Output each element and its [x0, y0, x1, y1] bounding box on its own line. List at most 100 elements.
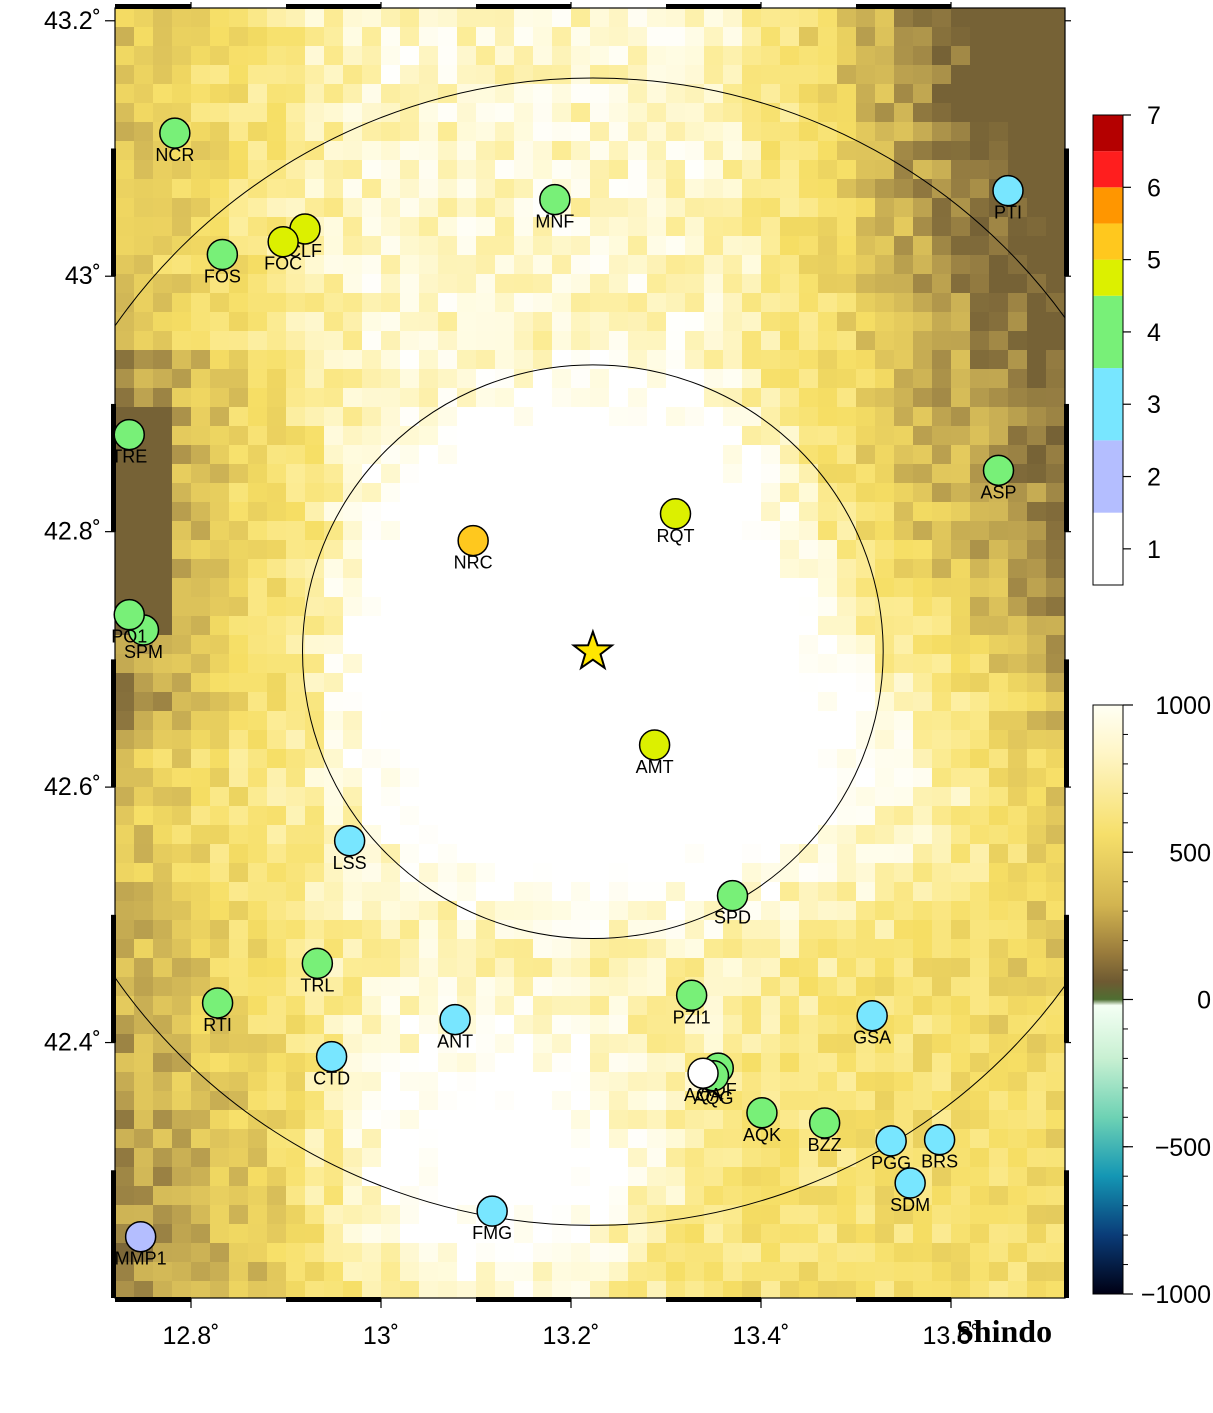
- intensity-tick-label: 5: [1147, 247, 1161, 275]
- terrain-cell: [856, 84, 876, 104]
- terrain-cell: [780, 654, 800, 674]
- terrain-cell: [286, 996, 306, 1016]
- station-ncr: NCR: [155, 117, 194, 165]
- terrain-cell: [381, 787, 401, 807]
- terrain-cell: [856, 597, 876, 617]
- terrain-cell: [780, 141, 800, 161]
- terrain-cell: [115, 293, 135, 313]
- terrain-cell: [267, 1205, 287, 1225]
- terrain-cell: [400, 711, 420, 731]
- terrain-cell: [324, 1015, 344, 1035]
- terrain-cell: [153, 1053, 173, 1073]
- terrain-cell: [1046, 236, 1065, 256]
- terrain-cell: [799, 920, 819, 940]
- terrain-cell: [286, 635, 306, 655]
- terrain-cell: [894, 84, 914, 104]
- terrain-cell: [115, 844, 135, 864]
- terrain-cell: [951, 996, 971, 1016]
- terrain-cell: [932, 407, 952, 427]
- terrain-cell: [267, 407, 287, 427]
- terrain-cell: [286, 1205, 306, 1225]
- terrain-cell: [856, 616, 876, 636]
- terrain-cell: [115, 1167, 135, 1187]
- terrain-cell: [571, 388, 591, 408]
- terrain-cell: [571, 445, 591, 465]
- terrain-cell: [571, 1224, 591, 1244]
- terrain-cell: [856, 293, 876, 313]
- station-marker: [716, 879, 749, 912]
- terrain-cell: [324, 46, 344, 66]
- terrain-cell: [438, 711, 458, 731]
- terrain-cell: [913, 103, 933, 123]
- station-tre: TRE: [111, 418, 147, 467]
- terrain-cell: [704, 141, 724, 161]
- terrain-cell: [590, 1224, 610, 1244]
- terrain-cell: [913, 312, 933, 332]
- terrain-cell: [1008, 882, 1028, 902]
- station-nrc: NRC: [454, 524, 493, 573]
- terrain-cell: [286, 825, 306, 845]
- terrain-cell: [343, 274, 363, 294]
- terrain-cell: [1046, 65, 1065, 85]
- terrain-cell: [400, 198, 420, 218]
- terrain-cell: [818, 673, 838, 693]
- terrain-cell: [590, 426, 610, 446]
- terrain-cell: [628, 84, 648, 104]
- terrain-cell: [514, 388, 534, 408]
- terrain-cell: [419, 977, 439, 997]
- terrain-cell: [419, 1072, 439, 1092]
- terrain-cell: [837, 84, 857, 104]
- terrain-cell: [305, 749, 325, 769]
- terrain-cell: [210, 46, 230, 66]
- terrain-cell: [989, 578, 1009, 598]
- terrain-cell: [818, 787, 838, 807]
- station-label: FOS: [204, 267, 241, 287]
- terrain-cell: [989, 274, 1009, 294]
- terrain-cell: [704, 654, 724, 674]
- terrain-cell: [153, 293, 173, 313]
- terrain-cell: [894, 255, 914, 275]
- terrain-cell: [609, 730, 629, 750]
- terrain-cell: [666, 863, 686, 883]
- terrain-cell: [704, 559, 724, 579]
- terrain-cell: [609, 236, 629, 256]
- terrain-cell: [457, 1034, 477, 1054]
- terrain-cell: [457, 958, 477, 978]
- terrain-cell: [438, 1243, 458, 1263]
- terrain-cell: [894, 540, 914, 560]
- terrain-cell: [495, 46, 515, 66]
- terrain-cell: [723, 844, 743, 864]
- terrain-cell: [457, 616, 477, 636]
- terrain-cell: [419, 692, 439, 712]
- terrain-cell: [191, 882, 211, 902]
- terrain-cell: [723, 1110, 743, 1130]
- terrain-cell: [704, 692, 724, 712]
- terrain-cell: [533, 1015, 553, 1035]
- terrain-cell: [248, 1091, 268, 1111]
- terrain-cell: [153, 1224, 173, 1244]
- terrain-cell: [153, 825, 173, 845]
- terrain-cell: [799, 882, 819, 902]
- terrain-cell: [913, 1224, 933, 1244]
- terrain-cell: [590, 863, 610, 883]
- terrain-cell: [951, 1110, 971, 1130]
- intensity-bin: [1093, 512, 1123, 585]
- terrain-cell: [666, 274, 686, 294]
- terrain-cell: [210, 1015, 230, 1035]
- terrain-cell: [552, 1129, 572, 1149]
- terrain-cell: [970, 749, 990, 769]
- terrain-cell: [1008, 1224, 1028, 1244]
- terrain-cell: [514, 559, 534, 579]
- terrain-cell: [248, 882, 268, 902]
- terrain-cell: [1027, 502, 1047, 522]
- intensity-bin: [1093, 223, 1123, 260]
- terrain-cell: [780, 616, 800, 636]
- terrain-cell: [837, 901, 857, 921]
- terrain-cell: [609, 1129, 629, 1149]
- terrain-cell: [685, 8, 705, 28]
- terrain-cell: [761, 521, 781, 541]
- terrain-cell: [970, 1148, 990, 1168]
- terrain-cell: [115, 236, 135, 256]
- terrain-cell: [571, 1281, 591, 1298]
- terrain-cell: [533, 1110, 553, 1130]
